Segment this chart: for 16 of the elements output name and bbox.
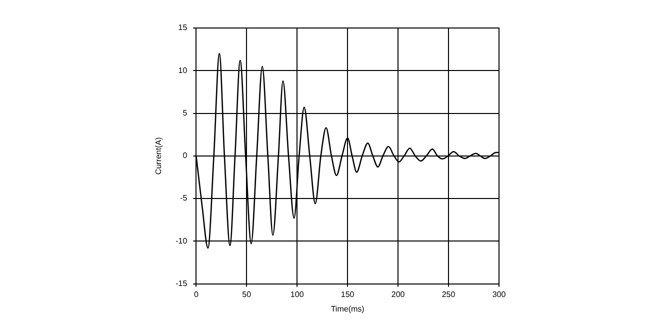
x-tick-label: 0 bbox=[194, 290, 199, 299]
y-tick-label: 5 bbox=[182, 108, 188, 118]
y-tick-label: 10 bbox=[178, 66, 188, 75]
x-tick-label: 250 bbox=[442, 290, 456, 299]
x-axis-title: Time(ms) bbox=[330, 304, 365, 314]
y-tick-label: -15 bbox=[176, 279, 188, 288]
x-tick-label: 50 bbox=[242, 290, 252, 299]
y-axis-title: Current(A) bbox=[154, 136, 164, 175]
y-tick-label: -5 bbox=[180, 194, 188, 203]
x-tick-label: 300 bbox=[492, 290, 506, 299]
x-tick-label: 100 bbox=[290, 290, 304, 299]
y-tick-label: 15 bbox=[178, 23, 188, 32]
y-tick-label: 0 bbox=[182, 151, 188, 160]
x-tick-label: 150 bbox=[340, 290, 355, 299]
y-tick-label: -10 bbox=[176, 236, 188, 246]
x-tick-label: 200 bbox=[391, 290, 406, 299]
